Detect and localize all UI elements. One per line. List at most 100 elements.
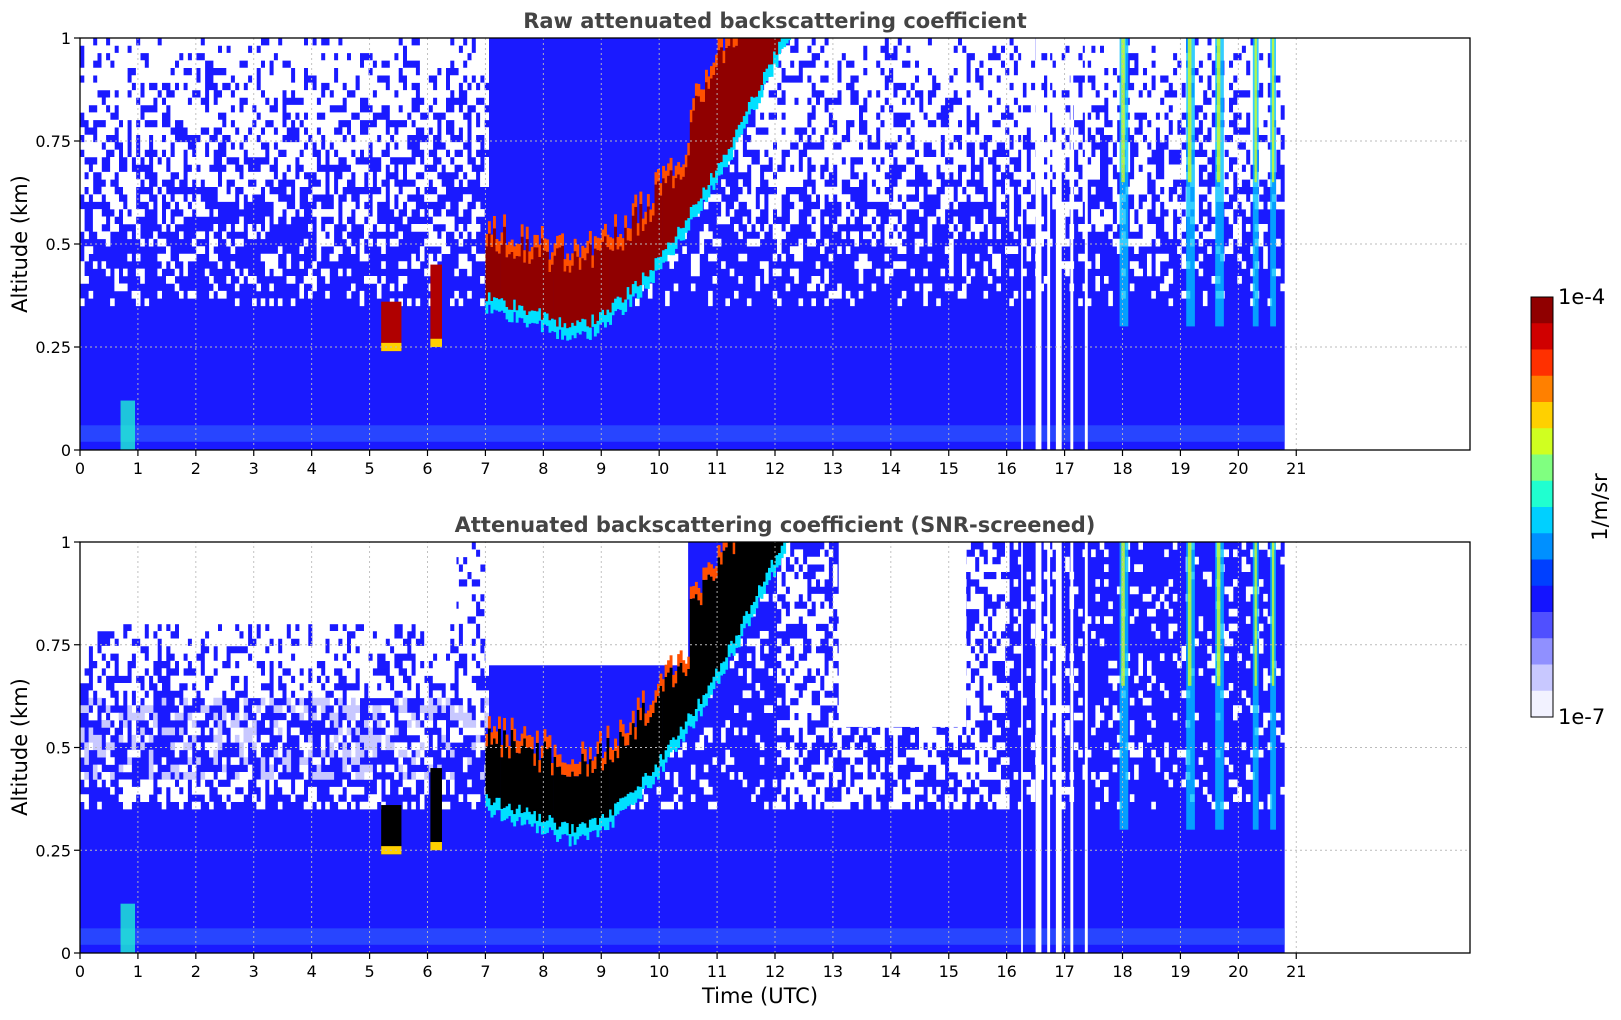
x-tick-label: 1 — [133, 459, 143, 478]
cloud-layer-edge — [679, 650, 683, 663]
cloud-layer-edge — [498, 716, 501, 729]
cloud-layer-base — [712, 676, 716, 690]
cloud-layer-base — [573, 832, 577, 845]
cloud-layer-edge — [558, 754, 562, 767]
cloud-layer-edge — [513, 246, 517, 259]
cloud-layer-edge — [732, 38, 736, 48]
cloud-layer-column — [619, 246, 623, 298]
cloud-layer-column — [765, 38, 769, 69]
cloud-layer-base — [664, 249, 668, 262]
cloud-layer-base — [654, 258, 658, 271]
cloud-layer-edge — [644, 713, 648, 726]
cloud-layer-column — [540, 758, 544, 823]
cloud-layer-column — [543, 250, 547, 313]
cloud-layer-edge — [578, 761, 582, 775]
cloud-layer-column — [697, 600, 701, 699]
cloud-layer-edge — [646, 194, 650, 207]
cloud-layer-column — [730, 38, 734, 148]
cloud-layer-column — [763, 38, 766, 72]
cloud-layer-base — [538, 813, 542, 827]
cloud-layer-base — [498, 299, 501, 312]
cloud-layer-edge — [677, 162, 681, 175]
cloud-layer-column — [662, 691, 665, 760]
cloud-layer-column — [652, 713, 655, 773]
cloud-layer-base — [654, 764, 658, 777]
cloud-layer-column — [692, 110, 696, 205]
cloud-layer-edge — [556, 235, 559, 249]
cloud-layer-edge — [611, 238, 615, 251]
y-axis-label: Altitude (km) — [8, 175, 32, 313]
cloud-layer-column — [606, 738, 610, 818]
cloud-layer-base — [533, 811, 537, 824]
cloud-layer-edge — [689, 109, 693, 123]
cloud-layer-edge — [636, 223, 640, 236]
cloud-layer-column — [770, 38, 774, 65]
cloud-layer-base — [556, 829, 559, 842]
cloud-layer-edge — [596, 237, 600, 251]
cloud-layer-edge — [657, 683, 660, 697]
cloud-layer-base — [679, 228, 683, 241]
cloud-layer-base — [720, 162, 723, 175]
cloud-layer-base — [677, 735, 681, 748]
screened-out-region — [838, 542, 967, 727]
cloud-layer-column — [606, 247, 610, 310]
cloud-layer-edge — [530, 246, 534, 260]
cloud-layer-edge — [503, 214, 506, 227]
cloud-layer-base — [646, 775, 650, 788]
cloud-layer-edge — [677, 654, 681, 667]
cloud-layer-base — [758, 585, 761, 598]
cloud-layer-column — [573, 251, 577, 326]
cloud-layer-edge — [732, 542, 736, 555]
cloud-layer-edge — [654, 172, 658, 185]
cloud-layer-base — [732, 137, 736, 150]
x-tick-label: 7 — [480, 459, 490, 478]
cloud-layer-column — [530, 259, 534, 311]
cloud-layer-column — [518, 256, 522, 306]
cloud-layer-base — [687, 713, 691, 726]
cloud-layer-column — [546, 749, 549, 821]
cloud-layer-base — [768, 64, 771, 77]
cloud-layer-column — [737, 38, 741, 125]
cloud-layer-base — [500, 808, 504, 822]
cloud-layer-column — [712, 74, 716, 178]
cloud-layer-base — [611, 815, 615, 828]
screened-out-region — [80, 542, 457, 625]
cloud-layer-base — [682, 227, 686, 241]
noise-texture-pale — [80, 697, 489, 780]
precipitation-core — [1121, 38, 1125, 183]
cloud-layer-base — [586, 326, 590, 339]
surface-band — [80, 928, 1285, 945]
cloud-layer-base — [694, 709, 698, 722]
cloud-layer-column — [553, 757, 557, 823]
cloud-layer-edge — [561, 762, 564, 775]
cloud-layer-column — [487, 728, 491, 799]
cloud-layer-column — [752, 38, 756, 98]
cloud-layer-edge — [667, 660, 670, 673]
cloud-layer-column — [621, 736, 625, 798]
cloud-layer-base — [485, 301, 489, 314]
cloud-layer-base — [485, 794, 489, 807]
cloud-layer-edge — [715, 566, 718, 579]
cloud-layer-base — [760, 586, 764, 599]
cloud-layer-column — [586, 776, 590, 828]
cloud-layer-base — [674, 739, 678, 752]
cloud-layer-edge — [662, 679, 665, 692]
cloud-layer-base — [609, 312, 612, 325]
cloud-layer-edge — [586, 240, 590, 254]
cloud-layer-column — [626, 240, 630, 287]
cloud-layer-edge — [543, 238, 547, 251]
cloud-layer-edge — [528, 251, 532, 264]
cloud-layer-base — [551, 318, 554, 332]
x-tick-label: 16 — [996, 962, 1016, 981]
cloud-layer-base — [677, 226, 681, 240]
cloud-layer-column — [490, 744, 494, 806]
x-tick-label: 10 — [649, 962, 669, 981]
cloud-layer-column — [672, 188, 676, 243]
cloud-layer-edge — [503, 718, 506, 731]
cloud-layer-base — [631, 792, 635, 805]
cloud-layer-base — [669, 242, 673, 256]
cloud-layer-base — [593, 817, 597, 831]
cloud-layer-column — [621, 250, 625, 303]
cloud-layer-base — [770, 64, 774, 77]
surface-feature — [120, 903, 136, 953]
